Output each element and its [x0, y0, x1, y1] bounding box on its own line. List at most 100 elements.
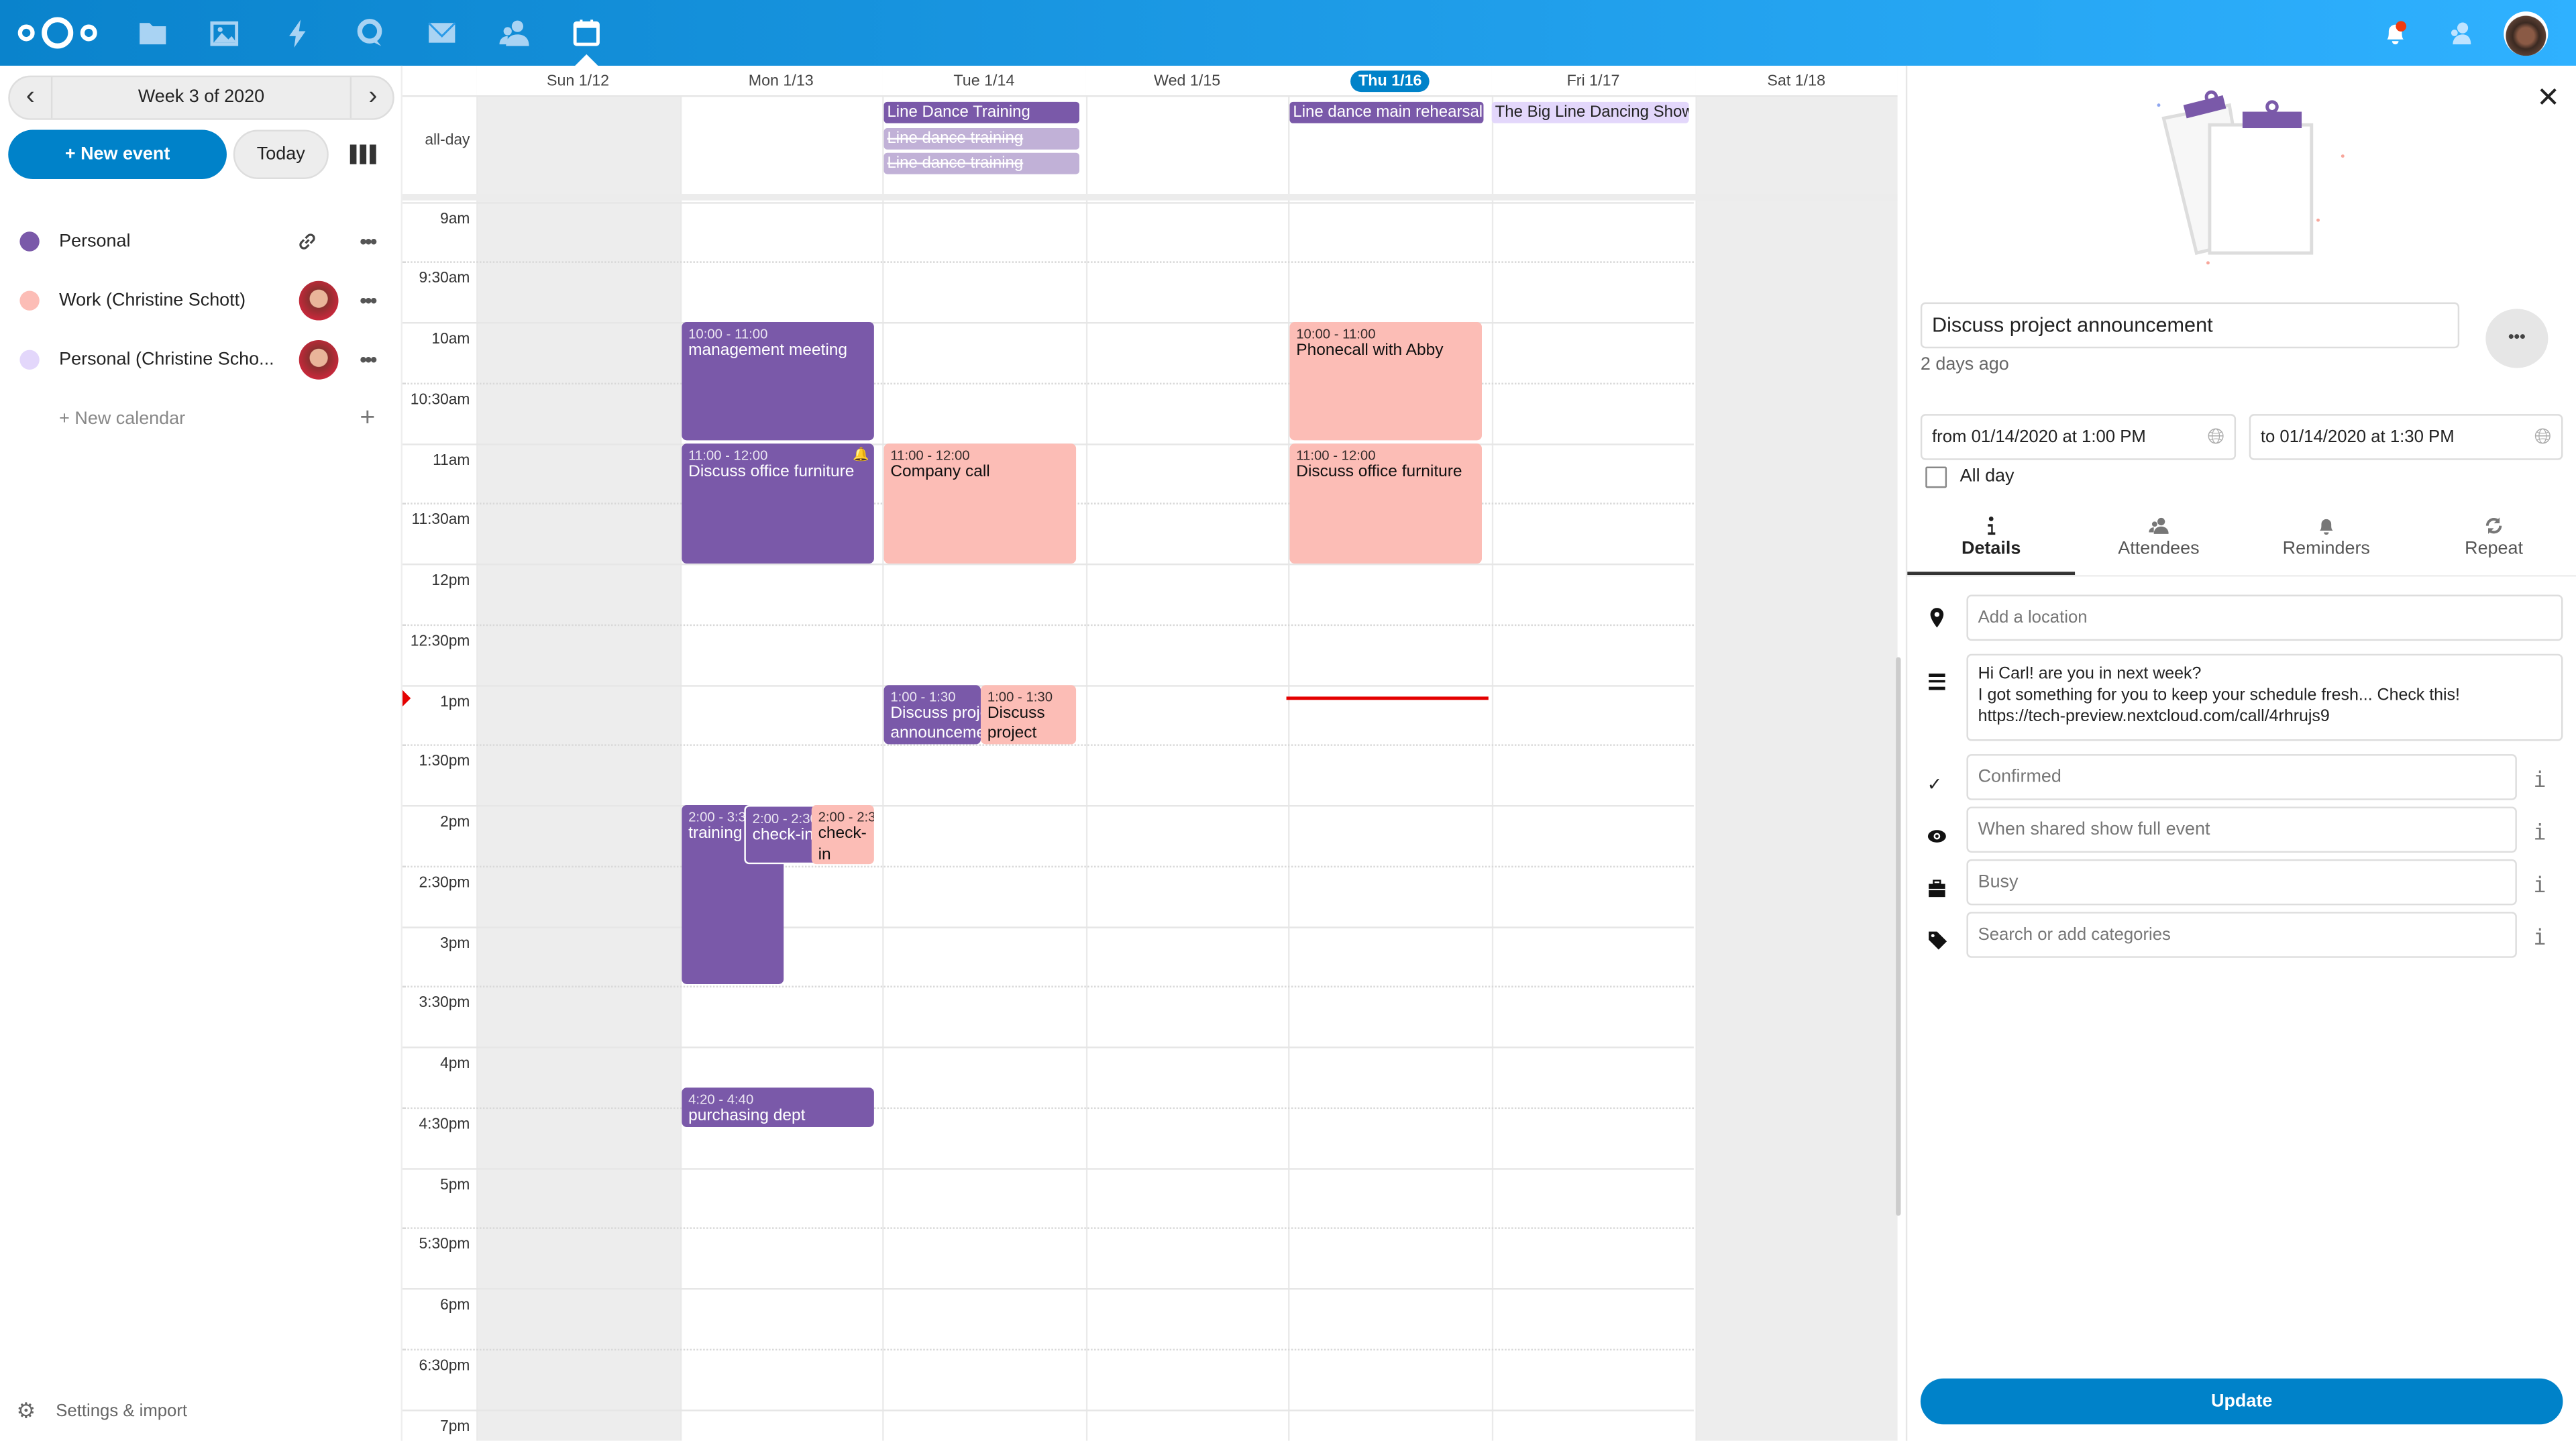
today-badge: Thu 1/16 — [1350, 70, 1430, 93]
event-illustration — [2142, 82, 2364, 284]
hour-gridline — [402, 564, 1694, 566]
start-datetime-input[interactable]: from 01/14/2020 at 1:00 PM 🌐︎ — [1920, 414, 2237, 460]
contacts-icon[interactable] — [498, 16, 531, 49]
event-title-input[interactable]: Discuss project announcement — [1920, 302, 2460, 349]
calendar-color-dot[interactable] — [19, 350, 40, 370]
hour-gridline — [402, 805, 1694, 807]
time-label: 11am — [433, 451, 470, 468]
day-column[interactable] — [476, 65, 680, 1441]
close-icon[interactable]: ✕ — [2536, 82, 2561, 113]
scrollbar[interactable] — [1896, 657, 1901, 1216]
new-event-button[interactable]: + New event — [8, 129, 227, 179]
plus-icon[interactable]: + — [360, 404, 376, 433]
event-time: 1:00 - 1:30 — [890, 687, 956, 704]
tab-attendees[interactable]: Attendees — [2075, 515, 2243, 576]
event-block[interactable]: 11:00 - 12:00 Discuss office furniture — [1289, 443, 1482, 563]
new-calendar-button[interactable]: + New calendar + — [0, 389, 402, 448]
event-time: 11:00 - 12:00 — [1296, 445, 1376, 463]
more-actions-button[interactable]: ••• — [2485, 309, 2548, 368]
notifications-bell-icon[interactable] — [2382, 19, 2408, 51]
timezone-globe-icon[interactable]: 🌐︎ — [2534, 423, 2552, 449]
settings-button[interactable]: ⚙ Settings & import — [16, 1398, 345, 1424]
categories-input[interactable]: Search or add categories — [1966, 912, 2517, 958]
allday-event[interactable]: Line dance main rehearsal — [1289, 101, 1484, 123]
talk-icon[interactable] — [354, 16, 386, 49]
nextcloud-logo[interactable] — [16, 15, 98, 56]
event-title: Discuss project — [987, 704, 1045, 743]
more-actions-icon[interactable]: ••• — [360, 289, 377, 313]
hour-gridline — [402, 926, 1694, 928]
attendees-icon — [2149, 517, 2169, 534]
event-block[interactable]: 4:20 - 4:40 purchasing dept — [682, 1087, 874, 1126]
timezone-globe-icon[interactable]: 🌐︎ — [2207, 423, 2224, 449]
allday-event-cancelled[interactable]: Line dance training — [883, 128, 1079, 150]
week-label[interactable]: Week 3 of 2020 — [138, 87, 265, 107]
calendar-item-work-christine[interactable]: Work (Christine Schott) ••• — [0, 271, 402, 330]
share-link-icon[interactable] — [297, 231, 317, 256]
previous-week-button[interactable]: ‹ — [10, 77, 53, 119]
event-block[interactable]: 11:00 - 12:00 Company call — [883, 443, 1077, 563]
event-title: Phonecall with Abby — [1296, 342, 1444, 361]
gear-icon: ⚙ — [16, 1398, 36, 1423]
description-textarea[interactable]: Hi Carl! are you in next week? I got som… — [1966, 653, 2563, 741]
event-block[interactable]: 1:00 - 1:30 Discuss project — [981, 684, 1077, 744]
day-column[interactable] — [1288, 65, 1492, 1441]
allday-event[interactable]: Line Dance Training — [883, 101, 1079, 123]
tab-details[interactable]: Details — [1907, 515, 2076, 576]
location-input[interactable]: Add a location — [1966, 594, 2563, 641]
day-header: Sun 1/12 — [476, 65, 680, 97]
next-week-button[interactable]: › — [350, 77, 394, 119]
day-column[interactable] — [1085, 65, 1289, 1441]
event-block[interactable]: 10:00 - 11:00 management meeting — [682, 322, 874, 441]
tabs-divider — [1907, 575, 2576, 577]
allday-event-cancelled[interactable]: Line dance training — [883, 152, 1079, 174]
half-hour-gridline — [402, 382, 1694, 384]
event-title: check-in — [752, 826, 814, 845]
contacts-menu-icon[interactable] — [2447, 19, 2473, 51]
user-avatar[interactable] — [2504, 11, 2548, 56]
allday-event[interactable]: The Big Line Dancing Show — [1491, 101, 1689, 123]
visibility-select[interactable]: When shared show full event — [1966, 806, 2517, 853]
info-icon[interactable]: i — [2533, 769, 2546, 794]
hour-gridline — [402, 322, 1694, 324]
availability-select[interactable]: Busy — [1966, 859, 2517, 906]
day-column[interactable] — [882, 65, 1086, 1441]
mail-icon[interactable] — [425, 16, 458, 49]
files-icon[interactable] — [136, 16, 169, 49]
time-label: 12:30pm — [410, 632, 470, 649]
calendar-icon[interactable] — [570, 16, 603, 49]
day-column[interactable] — [1491, 65, 1695, 1441]
tag-icon — [1927, 930, 1947, 950]
status-select[interactable]: Confirmed — [1966, 754, 2517, 800]
day-column[interactable] — [1695, 65, 1898, 1441]
info-icon[interactable]: i — [2533, 873, 2546, 899]
event-details-sidebar: ✕ Discuss project announcement ••• 2 day… — [1905, 65, 2576, 1441]
day-label: Tue 1/14 — [953, 72, 1015, 91]
more-actions-icon[interactable]: ••• — [360, 229, 377, 254]
day-column[interactable] — [679, 65, 883, 1441]
tab-reminders[interactable]: Reminders — [2243, 515, 2410, 576]
event-title: management meeting — [688, 342, 848, 361]
calendar-color-dot[interactable] — [19, 290, 40, 311]
info-icon[interactable]: i — [2533, 821, 2546, 847]
all-day-checkbox[interactable] — [1925, 466, 1947, 488]
calendar-item-personal[interactable]: Personal ••• — [0, 212, 402, 271]
info-icon[interactable]: i — [2533, 926, 2546, 951]
event-block[interactable]: 11:00 - 12:00 Discuss office furniture 🔔 — [682, 443, 874, 563]
view-switch-columns-icon[interactable] — [350, 144, 376, 164]
update-button[interactable]: Update — [1920, 1378, 2563, 1425]
end-datetime-input[interactable]: to 01/14/2020 at 1:30 PM 🌐︎ — [2249, 414, 2563, 460]
calendar-color-dot[interactable] — [19, 231, 40, 252]
day-header: Wed 1/15 — [1085, 65, 1289, 97]
tab-repeat[interactable]: Repeat — [2410, 515, 2576, 576]
event-block[interactable]: 10:00 - 11:00 Phonecall with Abby — [1289, 322, 1482, 441]
today-button[interactable]: Today — [233, 129, 329, 179]
photos-icon[interactable] — [209, 16, 241, 49]
calendar-item-personal-christine[interactable]: Personal (Christine Scho... ••• — [0, 330, 402, 389]
activity-icon[interactable] — [281, 16, 314, 49]
time-label: 1pm — [440, 692, 470, 709]
more-actions-icon[interactable]: ••• — [360, 348, 377, 372]
